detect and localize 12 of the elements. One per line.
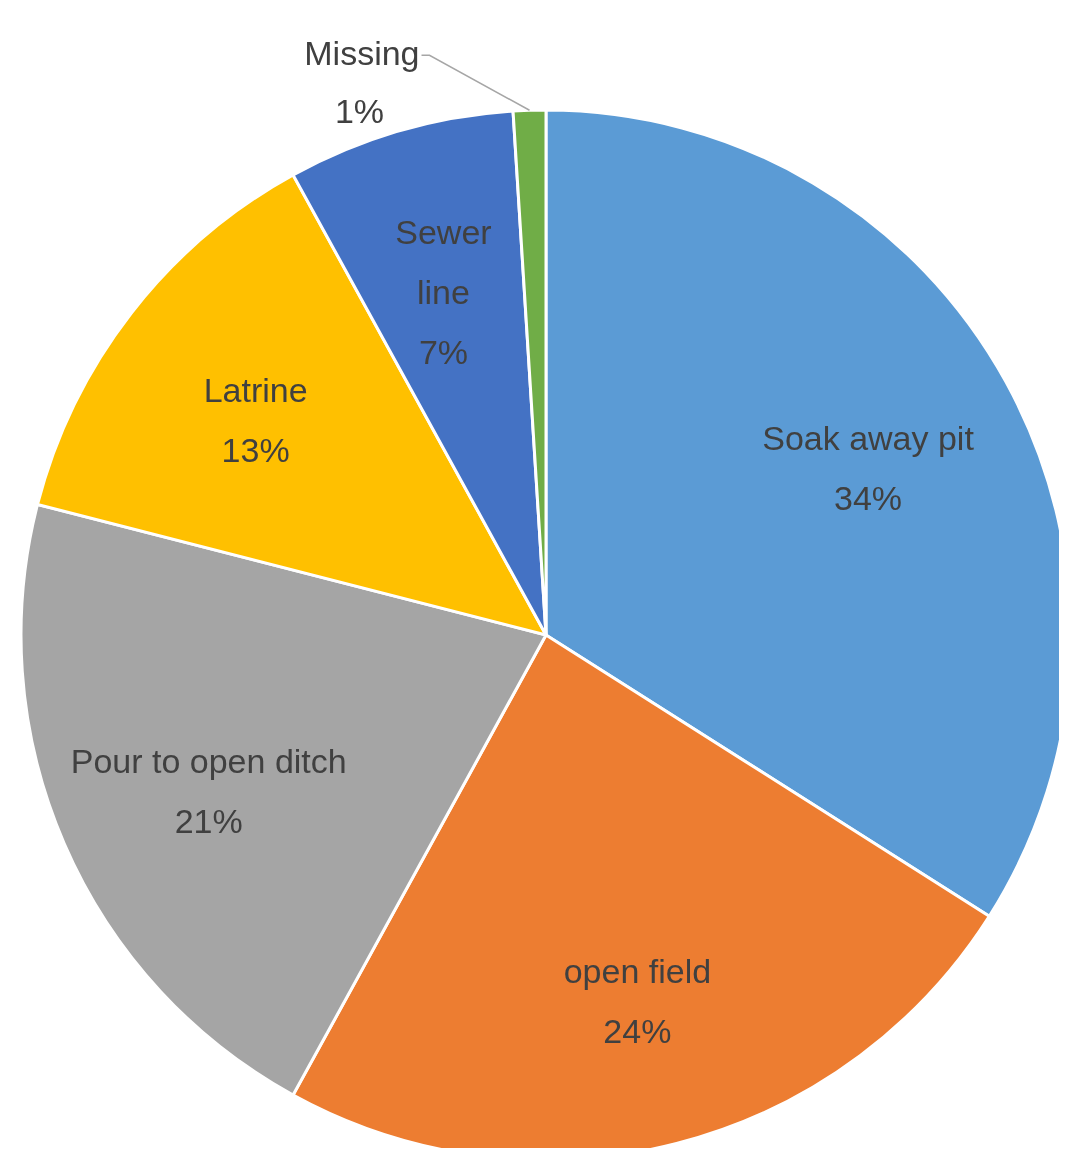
data-label: 21% [174,801,243,840]
data-label: 34% [834,478,903,517]
slice-label: open field [563,951,712,990]
data-label: 1% [334,92,385,131]
data-label: 7% [418,333,469,372]
slice-label: Soak away pit [762,418,975,457]
slice-label: Sewer line [395,213,492,312]
slice-label: Latrine [203,370,308,409]
data-label: 13% [221,430,290,469]
slice-label: Missing [304,34,420,73]
data-label: 24% [603,1011,672,1050]
slice-label: Pour to open ditch [70,741,347,780]
